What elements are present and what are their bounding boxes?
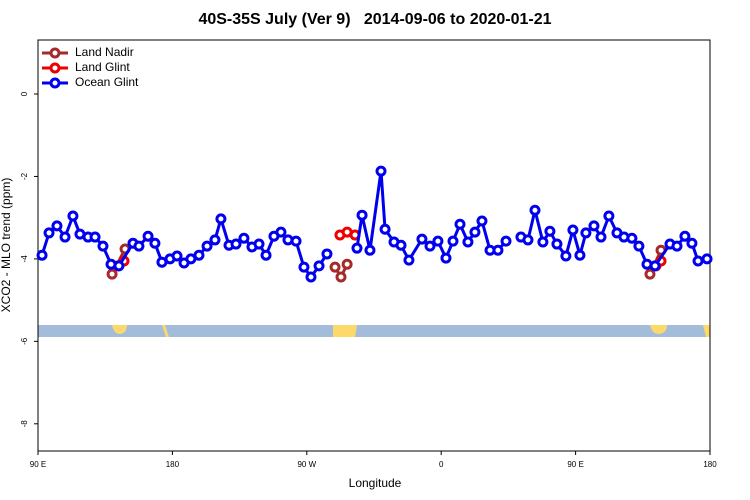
point xyxy=(692,255,704,267)
x-tick-label: 0 xyxy=(439,460,444,469)
legend-marker xyxy=(49,77,61,89)
point xyxy=(416,233,428,245)
point xyxy=(313,260,325,272)
point xyxy=(395,239,407,251)
point xyxy=(67,210,79,222)
point xyxy=(440,252,452,264)
point xyxy=(403,254,415,266)
point xyxy=(171,250,183,262)
map-strip xyxy=(38,325,710,337)
point xyxy=(574,249,586,261)
point xyxy=(201,240,213,252)
point xyxy=(329,261,341,273)
point xyxy=(469,226,481,238)
point xyxy=(595,231,607,243)
point xyxy=(215,213,227,225)
point xyxy=(59,231,71,243)
point xyxy=(679,230,691,242)
point xyxy=(51,220,63,232)
point xyxy=(298,261,310,273)
point xyxy=(626,232,638,244)
point xyxy=(432,235,444,247)
point xyxy=(560,250,572,262)
series-line xyxy=(40,170,708,280)
point xyxy=(321,248,333,260)
point xyxy=(476,215,488,227)
y-tick-label: -6 xyxy=(20,337,29,345)
chart-title: 40S-35S July (Ver 9) 2014-09-06 to 2020-… xyxy=(198,11,551,28)
point xyxy=(364,244,376,256)
point xyxy=(305,271,317,283)
point xyxy=(230,238,242,250)
point xyxy=(43,227,55,239)
point xyxy=(97,240,109,252)
legend-label: Ocean Glint xyxy=(75,75,139,89)
point xyxy=(500,235,512,247)
y-tick-label: -2 xyxy=(20,172,29,180)
legend-marker xyxy=(49,62,61,74)
point xyxy=(633,240,645,252)
y-tick-label: -8 xyxy=(20,420,29,428)
point xyxy=(106,268,118,280)
point xyxy=(424,240,436,252)
point xyxy=(149,237,161,249)
point xyxy=(193,249,205,261)
legend-label: Land Glint xyxy=(75,60,130,74)
x-tick-label: 180 xyxy=(703,460,717,469)
x-tick-label: 90 E xyxy=(567,460,583,469)
point xyxy=(701,253,713,265)
point xyxy=(238,232,250,244)
y-tick-label: 0 xyxy=(20,91,29,96)
point xyxy=(275,226,287,238)
point xyxy=(379,223,391,235)
point xyxy=(36,249,48,261)
x-tick-label: 90 W xyxy=(297,460,316,469)
point xyxy=(260,249,272,261)
point xyxy=(209,234,221,246)
point xyxy=(113,260,125,272)
point xyxy=(253,238,265,250)
point xyxy=(341,258,353,270)
point xyxy=(454,218,466,230)
point xyxy=(462,236,474,248)
point xyxy=(447,235,459,247)
point xyxy=(551,238,563,250)
point xyxy=(133,240,145,252)
x-tick-label: 90 E xyxy=(30,460,46,469)
point xyxy=(522,234,534,246)
point xyxy=(335,271,347,283)
point xyxy=(567,224,579,236)
point xyxy=(580,227,592,239)
x-axis-label: Longitude xyxy=(349,476,402,490)
point xyxy=(649,260,661,272)
point xyxy=(89,231,101,243)
point xyxy=(185,253,197,265)
point xyxy=(356,209,368,221)
point xyxy=(375,165,387,177)
point xyxy=(671,240,683,252)
legend-marker xyxy=(49,47,61,59)
point xyxy=(142,230,154,242)
point xyxy=(492,244,504,256)
point xyxy=(686,237,698,249)
y-axis-label: XCO2 - MLO trend (ppm) xyxy=(0,178,13,313)
legend-label: Land Nadir xyxy=(75,45,134,59)
plot-frame xyxy=(37,39,711,452)
point xyxy=(290,235,302,247)
x-tick-label: 180 xyxy=(166,460,180,469)
y-tick-label: -4 xyxy=(20,255,29,263)
point xyxy=(537,236,549,248)
point xyxy=(529,204,541,216)
point xyxy=(588,220,600,232)
point xyxy=(644,268,656,280)
point xyxy=(603,210,615,222)
point xyxy=(544,225,556,237)
point xyxy=(351,242,363,254)
